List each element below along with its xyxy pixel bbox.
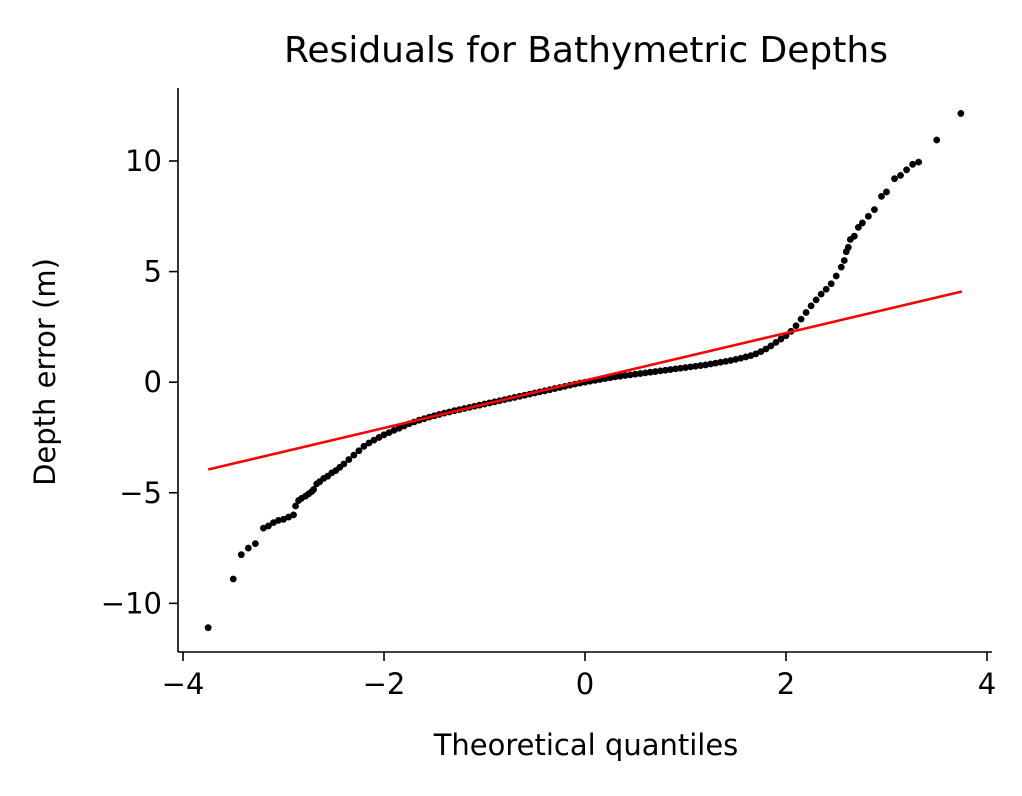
data-point [757,348,765,356]
data-point [370,436,378,444]
y-tick-label: −10 [101,586,162,620]
data-point [636,370,644,377]
data-point [903,166,910,174]
x-tick-label: −4 [162,667,205,701]
y-tick-label: 0 [144,365,162,399]
data-point [707,360,715,368]
data-point [871,206,878,214]
data-point [692,362,699,370]
y-tick-label: 5 [144,255,162,289]
data-point [891,175,898,183]
data-point [340,460,348,468]
y-tick-label: −5 [119,476,162,510]
data-point [350,451,358,459]
data-point [722,357,730,365]
data-point [265,522,272,530]
x-axis-label: Theoretical quantiles [433,728,739,762]
data-point [807,302,815,310]
data-point [802,309,810,316]
data-point [767,342,775,350]
data-point [687,363,694,371]
data-point [712,359,720,367]
data-point [626,371,634,379]
data-point [772,338,780,346]
data-point [933,136,941,144]
data-point [375,434,383,441]
data-point [365,439,373,447]
data-point [883,188,890,196]
data-point [621,372,629,379]
data-point [844,243,852,251]
x-tick-label: 2 [777,667,795,701]
data-point [832,272,840,280]
reference-line-group [207,290,963,471]
x-tick-label: 0 [576,667,594,701]
x-tick-label: −2 [363,667,406,701]
data-point [957,110,965,117]
data-point [864,212,872,220]
data-point [360,442,368,450]
data-point [792,322,800,330]
data-point [646,368,654,376]
data-point [840,257,848,264]
data-point [762,345,770,353]
x-tick-label: 4 [978,667,996,701]
data-point [817,290,825,298]
reference-line [207,290,963,471]
axes: −4 −2 0 2 4 −10 −5 0 5 10 [101,88,996,701]
data-point [251,540,259,548]
data-point [682,364,689,371]
data-point [909,160,917,168]
data-point [672,365,679,373]
data-point [702,361,709,369]
data-point [717,358,725,366]
data-point [641,369,649,377]
data-point [310,486,318,493]
data-point [292,502,299,510]
data-point [777,335,785,343]
data-point [915,158,923,166]
data-point [290,511,297,519]
data-point [827,280,835,288]
data-point [229,575,237,583]
data-point [837,263,845,271]
y-tick-label: 10 [125,144,162,178]
data-point [616,372,624,380]
data-point [656,367,664,375]
data-point [237,551,245,559]
data-point [858,219,866,227]
data-point [667,366,674,373]
data-point [244,544,252,552]
data-point [897,171,904,179]
data-point [677,364,684,372]
data-point [697,362,704,369]
data-point [355,447,363,455]
data-point [854,223,862,231]
data-point [661,366,669,374]
data-point [812,296,820,304]
data-point [878,192,885,200]
data-point [850,232,858,240]
chart-title: Residuals for Bathymetric Depths [284,30,888,71]
data-points [204,110,965,632]
data-point [797,315,805,323]
y-axis-label: Depth error (m) [28,258,62,486]
data-point [611,373,619,381]
data-point [204,624,212,632]
data-point [651,368,659,375]
data-point [822,285,830,293]
data-point [345,456,353,463]
data-point [631,370,639,378]
